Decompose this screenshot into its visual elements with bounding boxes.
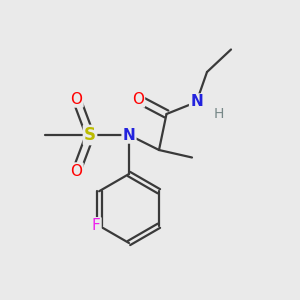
Text: O: O (70, 164, 83, 178)
Text: O: O (70, 92, 83, 106)
Text: F: F (92, 218, 100, 233)
Text: H: H (214, 107, 224, 121)
Text: S: S (84, 126, 96, 144)
Text: N: N (123, 128, 135, 142)
Text: O: O (132, 92, 144, 106)
Text: N: N (190, 94, 203, 110)
